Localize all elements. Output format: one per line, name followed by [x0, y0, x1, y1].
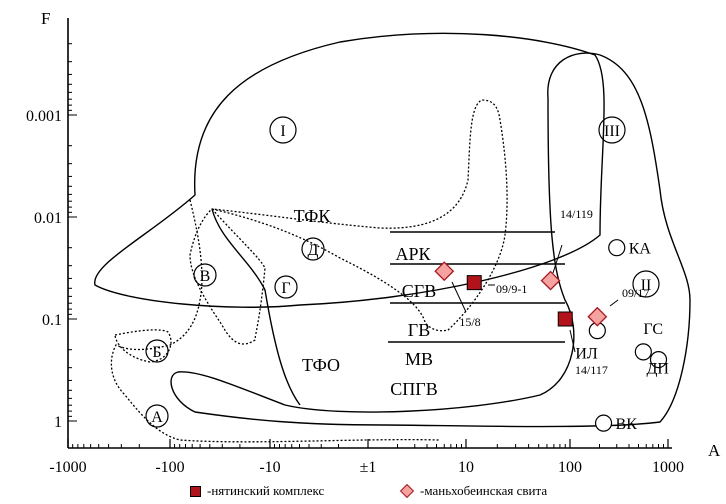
legend: -нятинский комплекс -маньхобеинская свит… [0, 483, 726, 503]
reference-point-label: ИЛ [575, 346, 598, 363]
region-circle [145, 339, 169, 363]
axes [67, 18, 672, 449]
legend-square-marker [190, 485, 201, 497]
reference-point [594, 414, 613, 432]
reference-point-label: ВК [616, 416, 638, 433]
region-label: Д [308, 242, 319, 259]
region-circle [145, 404, 169, 428]
point-label: 15/8 [459, 315, 480, 329]
x-tick-label: -1000 [49, 459, 86, 476]
field-boundary [170, 52, 691, 428]
data-point-square [466, 275, 482, 291]
y-axis-label: F [41, 9, 50, 28]
legend-label-diamond: -маньхобеинская свита [420, 483, 548, 498]
x-tick-label: 10 [458, 459, 474, 476]
region-text: СГВ [402, 281, 436, 301]
region-label: В [200, 268, 211, 285]
tick-labels: -1000 -100 -10 ±1 10 100 1000 0.001 0.01 0.1 1 [26, 108, 684, 476]
data-point-square [557, 311, 573, 327]
region-label: Г [281, 280, 290, 297]
field-boundary [94, 32, 605, 308]
point-label: 09/9-1 [496, 282, 527, 296]
data-points: 09/9-1 14/117 15/8 14/119 09/17 [434, 207, 649, 377]
reference-point-label: КА [629, 241, 652, 258]
field-boundary-dotted [114, 329, 172, 363]
x-tick-label: 100 [558, 459, 582, 476]
x-axis-label: A [708, 441, 721, 460]
data-point-diamond [587, 306, 608, 327]
reference-point [649, 350, 668, 369]
region-label: III [604, 123, 620, 140]
legend-diamond-marker [399, 483, 415, 499]
region-text: ТФК [294, 206, 332, 226]
region-circle [301, 237, 325, 261]
x-tick-label: 1000 [652, 459, 684, 476]
data-point-diamond [434, 261, 455, 282]
region-label: А [151, 409, 163, 426]
region-circle [269, 116, 297, 144]
field-boundary [211, 208, 301, 406]
data-point-diamond [540, 270, 561, 291]
point-label: 14/117 [575, 363, 608, 377]
region-text: ГВ [408, 320, 430, 340]
legend-item-diamond: -маньхобеинская свита [399, 483, 548, 499]
region-label: II [641, 277, 652, 294]
region-circle [632, 270, 660, 298]
x-tick-label: ±1 [360, 459, 377, 476]
y-tick-label: 0.1 [42, 312, 62, 329]
point-leader-line [451, 281, 467, 313]
region-circle [274, 275, 298, 299]
reference-point-label: ГС [643, 321, 663, 338]
legend-label-square: -нятинский комплекс [207, 483, 325, 498]
reference-labels: КА ИЛ ГС ДП ВК [575, 239, 670, 433]
reference-point-label: ДП [647, 361, 670, 378]
region-circle [193, 263, 217, 287]
field-boundary-dotted [189, 208, 266, 345]
point-leader-line [552, 244, 563, 274]
point-label: 09/17 [622, 286, 649, 300]
legend-item-square: -нятинский комплекс [190, 483, 324, 499]
reference-point [608, 239, 626, 257]
point-label: 14/119 [560, 207, 593, 221]
y-tick-label: 1 [54, 414, 62, 431]
region-text: МВ [405, 349, 433, 369]
region-circle [598, 116, 626, 144]
field-boundary-dotted [211, 99, 508, 332]
x-tick-label: -10 [259, 459, 280, 476]
region-text: ТФО [302, 355, 340, 375]
region-text: АРК [395, 244, 431, 264]
reference-point [634, 343, 652, 361]
region-text: СПГВ [390, 379, 437, 399]
point-leader-line [609, 299, 619, 307]
y-tick-label: 0.01 [34, 210, 62, 227]
region-label: Б [152, 344, 161, 361]
y-tick-label: 0.001 [26, 108, 62, 125]
field-boundary-dotted [110, 199, 441, 443]
region-label: I [280, 123, 285, 140]
x-tick-label: -100 [155, 459, 184, 476]
point-leader-line [569, 329, 576, 353]
